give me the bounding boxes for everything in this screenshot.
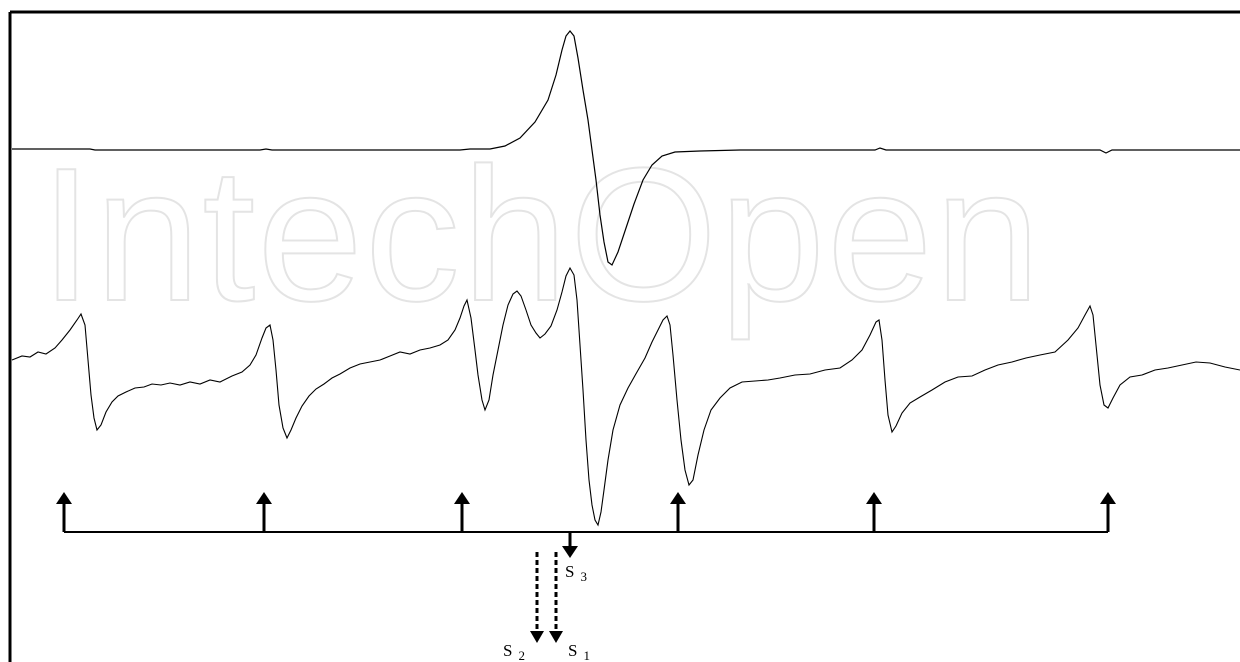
up-arrow-2: [256, 492, 272, 532]
up-arrow-6: [1100, 492, 1116, 532]
up-arrow-1: [56, 492, 72, 532]
spectrum-bottom-hyperfine: [11, 266, 1240, 527]
s3-down-arrow: [562, 532, 578, 558]
s1-dashed-arrow: [549, 552, 563, 643]
s2-dashed-arrow: [530, 552, 544, 643]
up-arrow-3: [454, 492, 470, 532]
hyperfine-up-arrows: [56, 492, 1116, 532]
up-arrow-5: [866, 492, 882, 532]
watermark-text: IntechOpen: [40, 129, 1042, 341]
figure-frame: [8, 10, 1240, 662]
up-arrow-4: [670, 492, 686, 532]
spectrum-top-single-line: [12, 30, 1240, 266]
